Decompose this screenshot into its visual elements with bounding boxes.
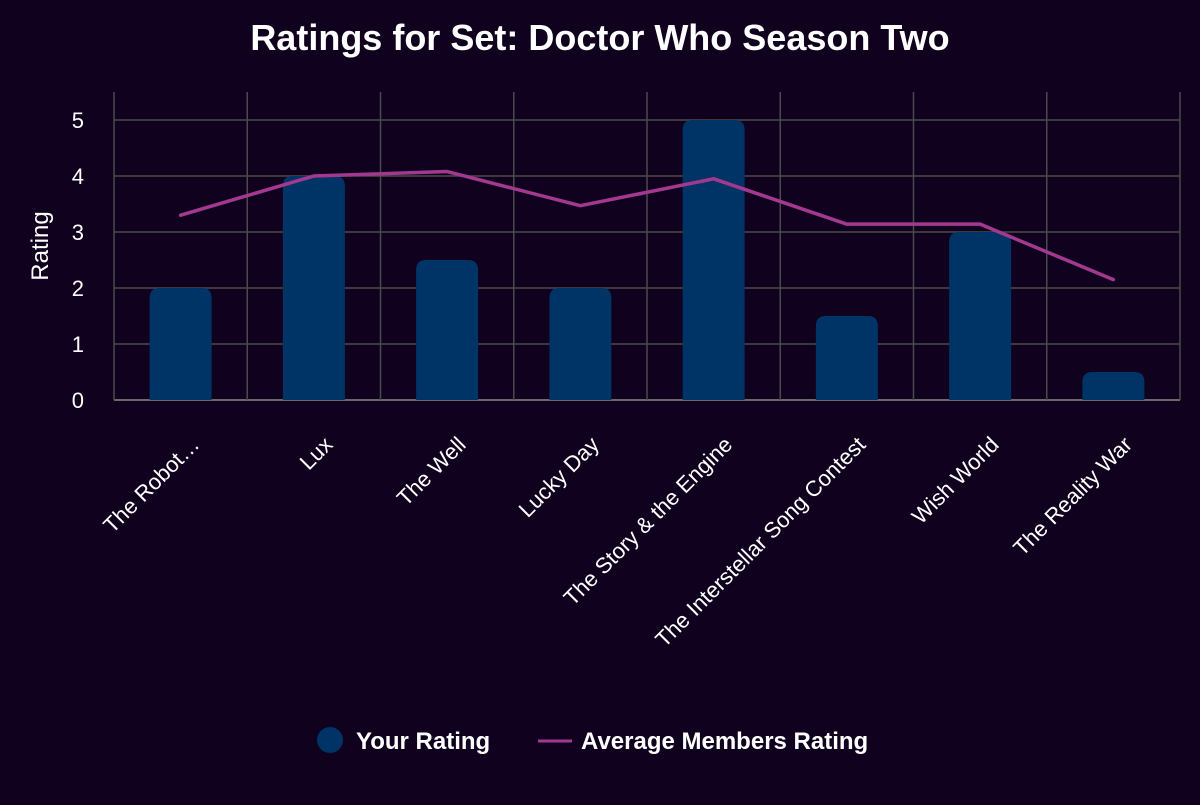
average-rating-line (178, 169, 1116, 282)
bar (282, 176, 345, 400)
x-tick-label: The Interstellar Song Contest (650, 432, 870, 652)
chart-title: Ratings for Set: Doctor Who Season Two (250, 17, 949, 58)
bar (949, 232, 1012, 400)
bar (1082, 372, 1145, 400)
x-tick-label: The Well (392, 432, 471, 511)
line-layer (178, 169, 1116, 282)
x-tick-label: Lux (295, 432, 338, 475)
grid-layer (113, 92, 1181, 401)
y-tick-label: 2 (72, 276, 84, 301)
x-tick-label: Lucky Day (514, 432, 604, 522)
bar (149, 288, 212, 400)
bar (815, 316, 878, 400)
bar (549, 288, 612, 400)
y-tick-label: 5 (72, 108, 84, 133)
y-tick-label: 4 (72, 164, 84, 189)
y-tick-label: 3 (72, 220, 84, 245)
legend-line-label: Average Members Rating (581, 728, 868, 755)
y-tick-label: 1 (72, 332, 84, 357)
y-axis-label: Rating (27, 211, 54, 280)
y-tick-label: 0 (72, 388, 84, 413)
legend: Your Rating Average Members Rating (317, 727, 868, 755)
x-tick-label: The Reality War (1008, 432, 1137, 561)
x-tick-label: Wish World (907, 432, 1004, 529)
x-tick-label: The Robot… (98, 432, 204, 538)
bar-layer (149, 120, 1145, 400)
bar (682, 120, 745, 400)
legend-bar-swatch (317, 727, 343, 753)
bar (416, 260, 479, 400)
legend-bar-label: Your Rating (356, 728, 490, 755)
